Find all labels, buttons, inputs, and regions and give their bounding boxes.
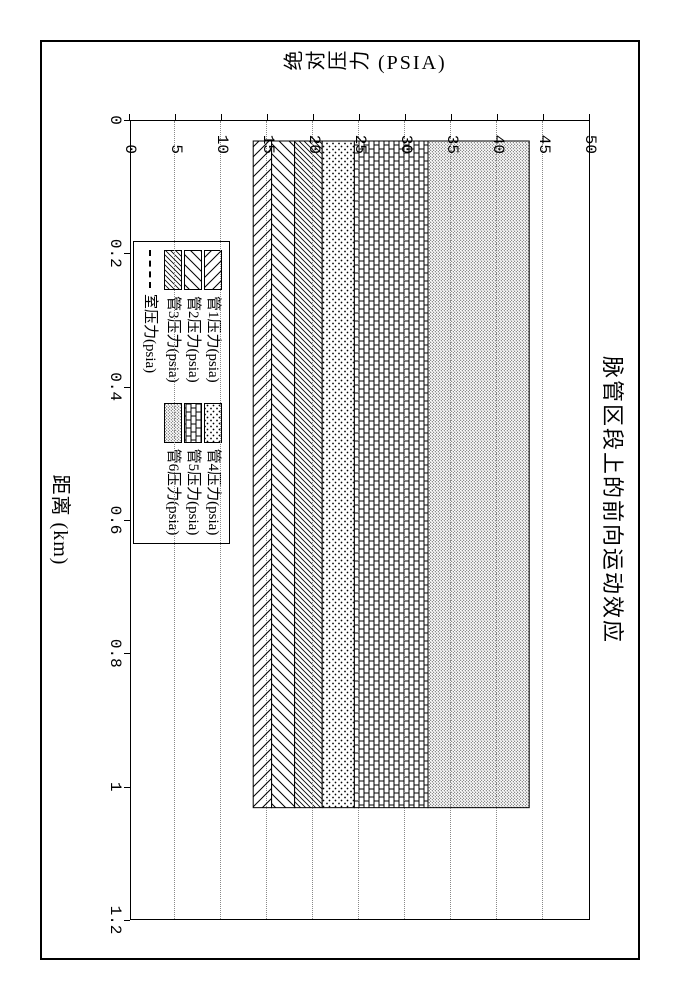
y-tick-mark <box>175 114 176 120</box>
legend-item-tube3: 管3压力(psia) <box>162 250 182 383</box>
y-tick-label: 30 <box>397 104 415 154</box>
y-tick-mark <box>221 114 222 120</box>
chart-container: 脉管区段上的前向运动效应 绝对压力 (PSIA) 距离 (km) 管1压力(ps… <box>40 40 640 960</box>
gridline-h <box>174 121 175 919</box>
plot-area: 管1压力(psia)管2压力(psia)管3压力(psia)管4压力(psia)… <box>130 120 590 920</box>
x-tick-mark <box>124 787 130 788</box>
y-tick-label: 25 <box>351 104 369 154</box>
y-tick-mark <box>313 114 314 120</box>
x-tick-mark <box>124 653 130 654</box>
gridline-h <box>404 121 405 919</box>
x-tick-label: 0 <box>106 90 124 150</box>
legend-label: 管3压力(psia) <box>162 296 182 383</box>
y-tick-mark <box>589 114 590 120</box>
x-tick-mark <box>124 253 130 254</box>
legend-label: 管2压力(psia) <box>183 296 203 383</box>
legend-swatch-icon <box>164 403 182 443</box>
y-tick-mark <box>267 114 268 120</box>
legend-item-tube6: 管6压力(psia) <box>162 403 182 536</box>
x-axis-label: 距离 (km) <box>48 120 77 920</box>
legend-label: 管6压力(psia) <box>162 449 182 536</box>
y-tick-label: 5 <box>167 104 185 154</box>
y-tick-label: 15 <box>259 104 277 154</box>
x-tick-label: 0.2 <box>106 223 124 283</box>
gridline-h <box>542 121 543 919</box>
legend-box: 管1压力(psia)管2压力(psia)管3压力(psia)管4压力(psia)… <box>133 241 230 544</box>
y-tick-mark <box>543 114 544 120</box>
x-tick-label: 1 <box>106 757 124 817</box>
legend-swatch-icon <box>184 250 202 290</box>
x-tick-mark <box>124 520 130 521</box>
y-tick-label: 50 <box>581 104 599 154</box>
gridline-h <box>220 121 221 919</box>
y-tick-mark <box>451 114 452 120</box>
band-tube3 <box>295 141 323 808</box>
band-tube2 <box>272 141 295 808</box>
band-tube5 <box>354 141 428 808</box>
y-tick-label: 20 <box>305 104 323 154</box>
y-tick-mark <box>359 114 360 120</box>
band-tube6 <box>428 141 529 808</box>
band-tube1 <box>253 141 271 808</box>
y-tick-label: 45 <box>535 104 553 154</box>
x-tick-label: 0.6 <box>106 490 124 550</box>
x-tick-mark <box>124 120 130 121</box>
legend-dash-icon <box>149 250 151 288</box>
gridline-h <box>496 121 497 919</box>
legend-item-tube2: 管2压力(psia) <box>183 250 203 383</box>
gridline-h <box>450 121 451 919</box>
x-tick-mark <box>124 387 130 388</box>
x-tick-mark <box>124 920 130 921</box>
y-tick-mark <box>497 114 498 120</box>
y-tick-label: 40 <box>489 104 507 154</box>
gridline-h <box>266 121 267 919</box>
legend-label: 室压力(psia) <box>140 294 160 373</box>
x-tick-label: 0.4 <box>106 357 124 417</box>
y-axis-label: 绝对压力 (PSIA) <box>140 48 590 72</box>
x-tick-label: 1.2 <box>106 890 124 950</box>
legend-swatch-icon <box>164 250 182 290</box>
y-tick-mark <box>405 114 406 120</box>
y-tick-label: 35 <box>443 104 461 154</box>
legend-item-tube5: 管5压力(psia) <box>183 403 203 536</box>
chart-title: 脉管区段上的前向运动效应 <box>598 40 630 960</box>
x-tick-label: 0.8 <box>106 623 124 683</box>
legend-item-chamber: 室压力(psia) <box>140 250 160 535</box>
gridline-h <box>312 121 313 919</box>
band-tube4 <box>322 141 354 808</box>
y-tick-label: 10 <box>213 104 231 154</box>
legend-label: 管5压力(psia) <box>183 449 203 536</box>
gridline-h <box>358 121 359 919</box>
legend-swatch-icon <box>184 403 202 443</box>
